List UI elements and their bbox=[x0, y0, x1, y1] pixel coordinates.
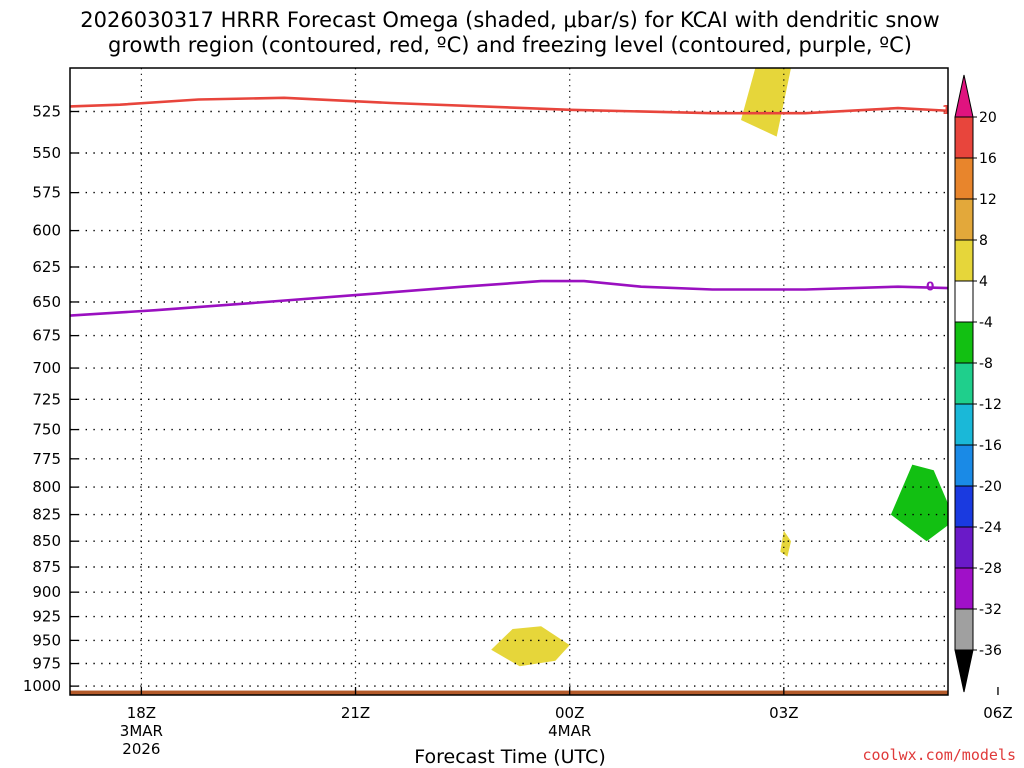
y-tick-label-925: 925 bbox=[32, 608, 61, 626]
colorbar-label-1: 16 bbox=[979, 151, 997, 167]
omega-core-2 bbox=[969, 68, 1024, 285]
omega-region-2 bbox=[105, 443, 277, 624]
credit-text[interactable]: coolwx.com/models bbox=[862, 746, 1016, 764]
y-tick-label-850: 850 bbox=[32, 532, 61, 550]
omega-region-5 bbox=[762, 331, 827, 465]
y-tick-label-800: 800 bbox=[32, 478, 61, 496]
y-tick-label-600: 600 bbox=[32, 222, 61, 240]
y-tick-label-525: 525 bbox=[32, 103, 61, 121]
chart-title-line1: 2026030317 HRRR Forecast Omega (shaded, … bbox=[80, 8, 939, 32]
gridlines bbox=[70, 68, 948, 695]
omega-region-8 bbox=[698, 546, 720, 602]
colorbar-label-7: -12 bbox=[979, 397, 1002, 413]
y-tick-label-550: 550 bbox=[32, 144, 61, 162]
colorbar-bottom-arrow bbox=[954, 649, 974, 693]
colorbar-bin-5 bbox=[954, 321, 974, 364]
colorbar-bin-11 bbox=[954, 567, 974, 610]
omega-region-10 bbox=[412, 577, 713, 689]
y-tick-label-700: 700 bbox=[32, 359, 61, 377]
plot-area: -12 0 bbox=[69, 67, 1024, 696]
omega-region-0 bbox=[305, 68, 381, 286]
colorbar-label-8: -16 bbox=[979, 438, 1002, 454]
colorbar-bin-12 bbox=[954, 608, 974, 651]
omega-core-0 bbox=[741, 68, 791, 137]
plot-frame bbox=[69, 67, 949, 696]
y-tick-label-825: 825 bbox=[32, 506, 61, 524]
colorbar: 20 16 12 8 4 -4 -8 -12 -16 -20 -24 -28 -32 -36 bbox=[954, 74, 1002, 693]
contour-line-dendritic-minus12 bbox=[70, 96, 948, 115]
colorbar-bin-2 bbox=[954, 198, 974, 241]
y-tick-label-625: 625 bbox=[32, 258, 61, 276]
contour-label-zero: 0 bbox=[926, 280, 934, 294]
contour-line-freezing-0 bbox=[70, 279, 948, 317]
chart-title-line2: growth region (contoured, red, ºC) and f… bbox=[108, 33, 912, 57]
colorbar-bin-3 bbox=[954, 239, 974, 282]
surface-ground-band bbox=[70, 690, 948, 695]
omega-region-3 bbox=[630, 267, 666, 356]
colorbar-bin-7 bbox=[954, 403, 974, 446]
x-tick-label-03Z: 03Z bbox=[769, 704, 798, 722]
x-tick-label-00Z: 00Z bbox=[555, 704, 584, 722]
colorbar-label-3: 8 bbox=[979, 233, 988, 249]
y-axis: 525 550 575 600 625 650 675 700 725 750 775 800 825 8… bbox=[23, 103, 78, 695]
omega-core-6 bbox=[890, 464, 948, 542]
colorbar-bin-9 bbox=[954, 485, 974, 528]
x-axis-label: Forecast Time (UTC) bbox=[414, 746, 605, 768]
colorbar-label-11: -28 bbox=[979, 561, 1002, 577]
colorbar-label-0: 20 bbox=[979, 110, 997, 126]
colorbar-bin-4 bbox=[954, 280, 974, 323]
omega-core-5 bbox=[780, 530, 791, 557]
contours: -12 0 bbox=[70, 96, 959, 317]
colorbar-label-4: 4 bbox=[979, 274, 988, 290]
y-tick-label-775: 775 bbox=[32, 450, 61, 468]
x-tick-label-06Z: 06Z bbox=[983, 704, 1012, 722]
x-tick-label-21Z: 21Z bbox=[341, 704, 370, 722]
colorbar-label-6: -8 bbox=[979, 356, 993, 372]
y-tick-label-900: 900 bbox=[32, 583, 61, 601]
colorbar-bin-0 bbox=[954, 116, 974, 159]
y-tick-label-1000: 1000 bbox=[23, 677, 61, 695]
y-tick-label-975: 975 bbox=[32, 655, 61, 673]
x-tick-date-18Z: 3MAR bbox=[120, 722, 163, 740]
colorbar-bin-1 bbox=[954, 157, 974, 200]
contour-label-minus12: -12 bbox=[937, 103, 959, 117]
x-tick-year-18Z: 2026 bbox=[122, 740, 160, 758]
y-tick-label-575: 575 bbox=[32, 184, 61, 202]
y-tick-label-675: 675 bbox=[32, 327, 61, 345]
omega-region-1 bbox=[155, 120, 220, 332]
colorbar-bin-8 bbox=[954, 444, 974, 487]
colorbar-label-9: -20 bbox=[979, 479, 1002, 495]
y-tick-label-725: 725 bbox=[32, 390, 61, 408]
y-tick-label-875: 875 bbox=[32, 558, 61, 576]
x-axis: 18Z3MAR202621Z00Z4MAR03Z06Z09Z bbox=[120, 687, 1013, 758]
colorbar-bin-6 bbox=[954, 362, 974, 405]
colorbar-bin-10 bbox=[954, 526, 974, 569]
colorbar-label-5: -4 bbox=[979, 315, 993, 331]
colorbar-top-arrow bbox=[954, 74, 974, 118]
y-tick-label-650: 650 bbox=[32, 293, 61, 311]
omega-core-1 bbox=[491, 626, 570, 667]
y-tick-label-950: 950 bbox=[32, 631, 61, 649]
x-tick-label-18Z: 18Z bbox=[127, 704, 156, 722]
y-tick-label-750: 750 bbox=[32, 421, 61, 439]
x-tick-date-00Z: 4MAR bbox=[548, 722, 591, 740]
colorbar-label-2: 12 bbox=[979, 192, 997, 208]
colorbar-label-10: -24 bbox=[979, 520, 1002, 536]
colorbar-label-12: -32 bbox=[979, 602, 1002, 618]
colorbar-label-13: -36 bbox=[979, 643, 1002, 659]
